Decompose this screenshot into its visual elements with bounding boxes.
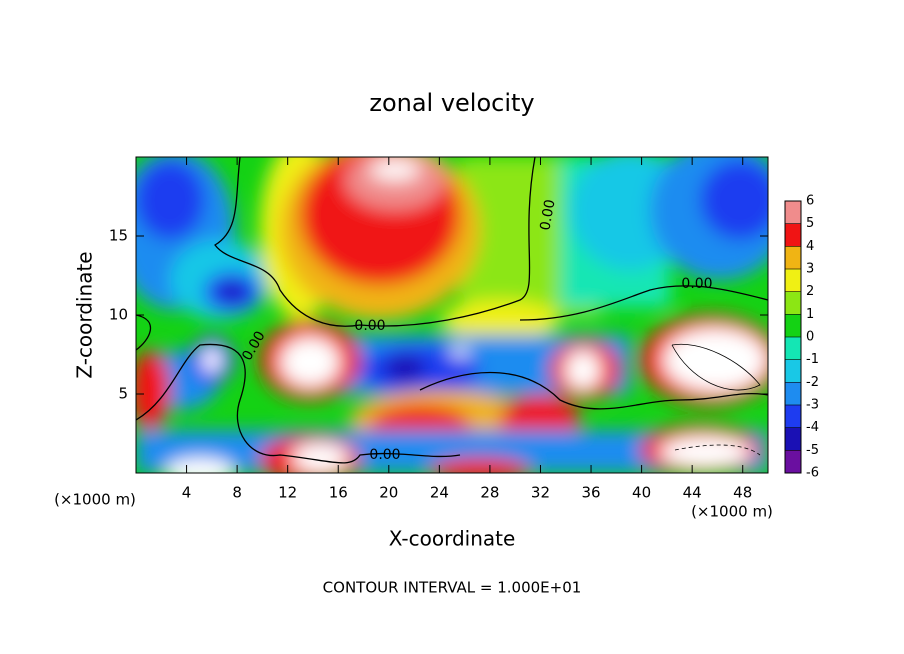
x-tick-label: 12 (278, 484, 297, 502)
colorbar-tick-label: 1 (806, 307, 814, 322)
colorbar-swatch (785, 405, 801, 428)
colorbar-tick-label: 3 (806, 262, 814, 277)
x-tick-label: 16 (329, 484, 348, 502)
y-axis-label: Z-coordinate (73, 251, 97, 378)
x-tick-label: 48 (733, 484, 752, 502)
x-tick-label: 20 (379, 484, 398, 502)
x-tick-label: 28 (480, 484, 499, 502)
contour-label: 0.00 (681, 276, 712, 292)
colorbar-tick-label: -6 (806, 466, 819, 481)
chart-title: zonal velocity (369, 89, 534, 117)
contour-label: 0.00 (369, 447, 400, 463)
colorbar-swatch (785, 359, 801, 383)
contour-field (136, 157, 768, 473)
y-unit-label: (×1000 m) (54, 491, 136, 509)
contour-label: 0.00 (537, 198, 558, 231)
colorbar-tick-label: -3 (806, 398, 819, 413)
colorbar-swatch (785, 382, 801, 405)
x-tick-label: 32 (531, 484, 550, 502)
x-tick-label: 44 (683, 484, 702, 502)
colorbar-swatch (785, 246, 801, 269)
colorbar-swatch (785, 427, 801, 451)
colorbar-tick-label: -2 (806, 375, 819, 390)
x-tick-label: 40 (632, 484, 651, 502)
x-axis-label: X-coordinate (389, 527, 516, 551)
colorbar-tick-label: -5 (806, 443, 819, 458)
x-tick-label: 4 (182, 484, 192, 502)
colorbar-swatch (785, 291, 801, 315)
colorbar-swatch (785, 269, 801, 292)
colorbar-tick-label: 2 (806, 284, 814, 299)
y-tick-label: 15 (109, 227, 128, 245)
colorbar-swatch (785, 314, 801, 337)
colorbar-tick-label: 4 (806, 239, 814, 254)
contour-interval: CONTOUR INTERVAL = 1.000E+01 (323, 579, 582, 597)
colorbar-tick-label: -1 (806, 352, 819, 367)
colorbar-swatch (785, 450, 801, 473)
colorbar-tick-label: 0 (806, 330, 814, 345)
colorbar-swatch (785, 201, 801, 224)
x-unit-label: (×1000 m) (691, 503, 773, 521)
colorbar-tick-label: 5 (806, 216, 814, 231)
y-tick-label: 5 (118, 385, 128, 403)
colorbar-tick-label: -4 (806, 420, 819, 435)
y-tick-label: 10 (109, 306, 128, 324)
colorbar-tick-label: 6 (806, 194, 814, 209)
x-tick-label: 8 (232, 484, 242, 502)
x-tick-label: 36 (581, 484, 600, 502)
colorbar-swatch (785, 223, 801, 247)
contour-label: 0.00 (354, 318, 385, 334)
x-tick-label: 24 (430, 484, 449, 502)
colorbar-swatch (785, 337, 801, 360)
